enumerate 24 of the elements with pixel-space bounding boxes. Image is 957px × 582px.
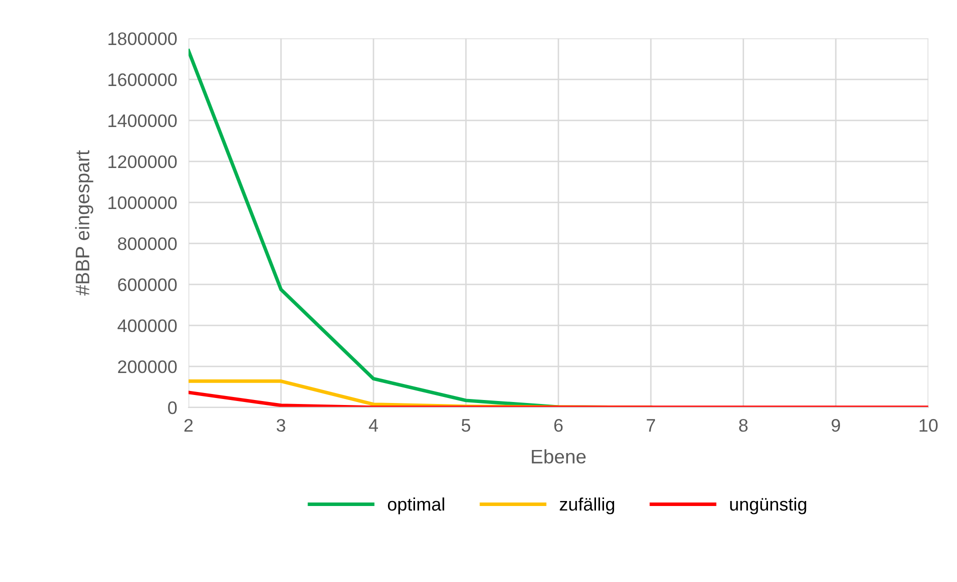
x-tick-label: 3 xyxy=(276,418,286,432)
x-tick-label: 7 xyxy=(646,419,655,432)
y-tick-label: 0 xyxy=(168,401,177,414)
x-tick-label: 10 xyxy=(920,418,938,432)
x-tick-label: 6 xyxy=(554,418,563,432)
y-tick-label: 1000000 xyxy=(108,196,177,210)
y-tick-label: 800000 xyxy=(118,237,177,250)
y-tick-label: 400000 xyxy=(118,319,177,332)
y-tick-label: 1600000 xyxy=(108,73,177,86)
x-tick-label: 4 xyxy=(368,419,378,432)
y-tick-label: 200000 xyxy=(118,360,177,374)
y-tick-label: 600000 xyxy=(118,278,177,292)
x-tick-label: 8 xyxy=(739,418,748,432)
legend-label: zufällig xyxy=(560,497,614,514)
y-tick-label: 1800000 xyxy=(108,32,177,46)
legend-label: ungünstig xyxy=(730,497,806,514)
y-axis-title: #BBP eingespart xyxy=(75,150,94,296)
y-tick-label: 1400000 xyxy=(108,114,177,128)
x-tick-label: 5 xyxy=(462,419,470,432)
x-tick-label: 9 xyxy=(832,418,840,432)
legend-label: optimal xyxy=(388,497,444,514)
x-tick-label: 2 xyxy=(184,418,193,432)
x-axis-title: Ebene xyxy=(532,449,586,464)
y-tick-label: 1200000 xyxy=(108,155,177,168)
